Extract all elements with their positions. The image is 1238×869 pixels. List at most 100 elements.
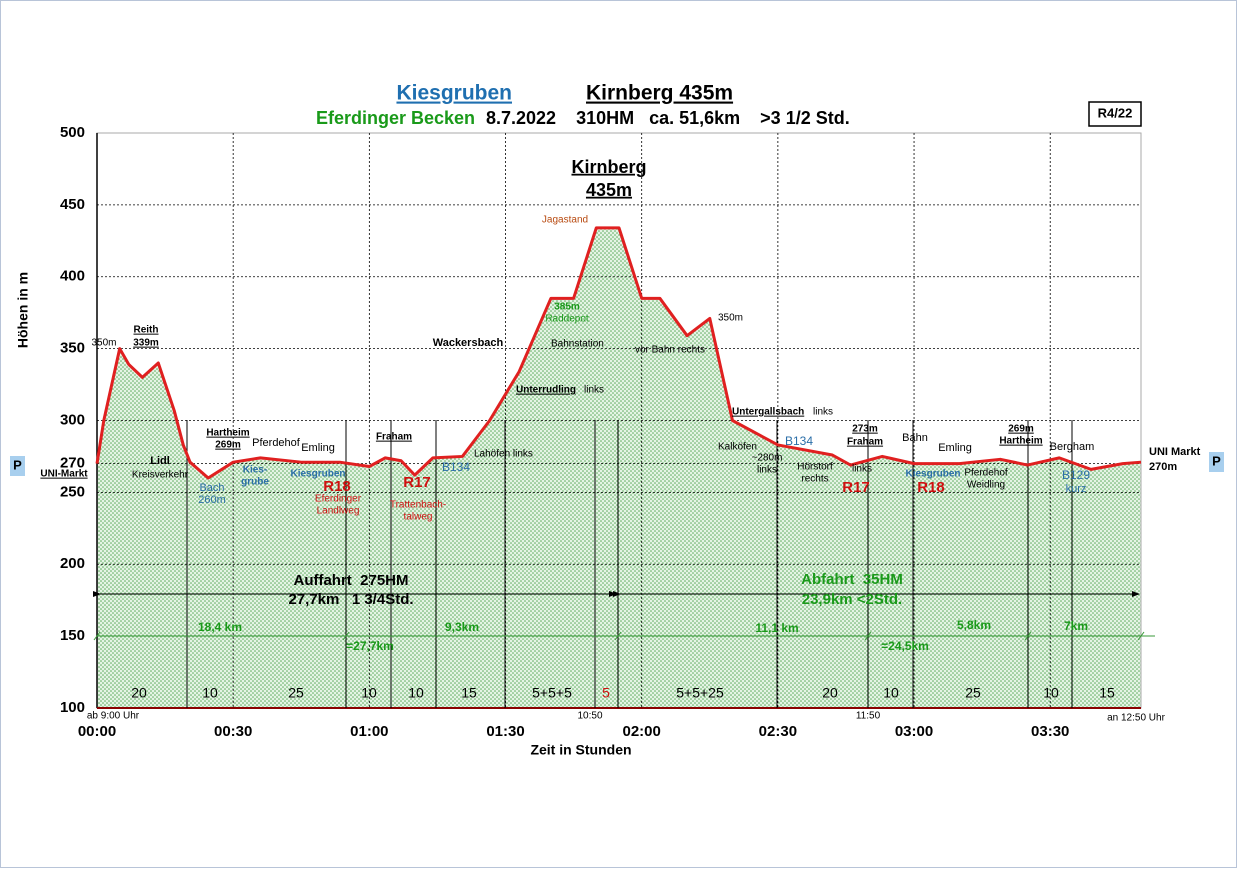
y-tick-label: 150 xyxy=(60,627,85,644)
annotation: links xyxy=(757,465,777,476)
line xyxy=(95,226,1142,480)
annotation: R17 xyxy=(403,474,431,491)
annotation: Fraham xyxy=(376,432,412,443)
annotation: R18 xyxy=(323,478,351,495)
y-axis-label: Höhen in m xyxy=(15,272,31,348)
annotation: 339m xyxy=(133,338,159,349)
distance-tick xyxy=(864,631,872,641)
annotation: links xyxy=(852,464,872,475)
annotation: Bahn xyxy=(902,432,928,444)
y-tick-label: 100 xyxy=(60,699,85,716)
annotation: grube xyxy=(241,477,269,488)
y-tick-label: 400 xyxy=(60,268,85,285)
segment-minutes: 10 xyxy=(361,685,377,701)
annotation: Weidling xyxy=(967,480,1005,491)
annotation: Untergallsbach xyxy=(732,407,804,418)
y-tick-label: 350 xyxy=(60,340,85,357)
segment-minutes: 5 xyxy=(602,685,610,701)
segment-minutes: 25 xyxy=(288,685,304,701)
x-tick-label: 00:00 xyxy=(78,723,116,740)
annotation: =24,5km xyxy=(881,639,929,653)
segment-minutes: 20 xyxy=(131,685,147,701)
segment-minutes: 10 xyxy=(883,685,899,701)
segment-minutes: 15 xyxy=(461,685,477,701)
annotation: Fraham xyxy=(847,437,883,448)
annotation: B134 xyxy=(785,434,813,448)
annotation: B134 xyxy=(442,460,470,474)
annotation: UNI Markt xyxy=(1149,446,1201,458)
y-tick-label: 200 xyxy=(60,555,85,572)
annotation: Emling xyxy=(301,442,335,454)
annotation: Kies- xyxy=(243,465,267,476)
y-tick-label: 450 xyxy=(60,196,85,213)
annotation: Kalköfen xyxy=(718,442,757,453)
segment-minutes: 5+5+25 xyxy=(676,685,724,701)
annotation: R17 xyxy=(842,479,870,496)
annotation: Landlweg xyxy=(317,506,360,517)
annotation: 5,8km xyxy=(957,618,991,632)
distance-tick xyxy=(342,631,350,641)
annotation: Kreisverkehr xyxy=(132,470,189,481)
annotation: 269m xyxy=(215,440,241,451)
annotation: Lidl xyxy=(150,455,170,467)
annotation: =27,7km xyxy=(346,639,394,653)
segment-minutes: 25 xyxy=(965,685,981,701)
annotation: 269m xyxy=(1008,424,1034,435)
annotation: 435m xyxy=(586,180,632,200)
annotation: Abfahrt 35HM xyxy=(801,571,903,588)
x-axis-label: Zeit in Stunden xyxy=(530,742,631,758)
annotation: 10:50 xyxy=(577,711,602,722)
annotation: Emling xyxy=(938,442,972,454)
subtitle-region: Eferdinger Becken xyxy=(316,108,475,128)
annotation: vor Bahn rechts xyxy=(635,345,705,356)
annotation: Unterrudling xyxy=(516,385,576,396)
annotation: Hörstorf xyxy=(797,462,833,473)
annotation: 18,4 km xyxy=(198,620,242,634)
annotation: 350m xyxy=(718,313,743,324)
annotation: 27,7km 1 3/4Std. xyxy=(288,591,413,608)
annotation: ~280m xyxy=(752,453,783,464)
annotation: 273m xyxy=(852,424,878,435)
y-tick-label: 250 xyxy=(60,483,85,500)
y-tick-label: 300 xyxy=(60,411,85,428)
annotation: Lahöfen links xyxy=(474,449,533,460)
segment-minutes: 10 xyxy=(1043,685,1059,701)
annotation: Hartheim xyxy=(206,428,249,439)
subtitle: 8.7.2022 310HM ca. 51,6km >3 1/2 Std. xyxy=(486,108,850,128)
annotation: 260m xyxy=(198,494,226,506)
segment-minutes: 20 xyxy=(822,685,838,701)
annotation: 23,9km <2Std. xyxy=(802,591,902,608)
annotation: B129 xyxy=(1062,468,1090,482)
annotation: Jagastand xyxy=(542,215,588,226)
annotation: Bahnstation xyxy=(551,339,604,350)
badge: R4/22 xyxy=(1098,105,1133,120)
x-tick-label: 03:30 xyxy=(1031,723,1069,740)
parking-sign xyxy=(1209,452,1224,472)
annotation: kurz xyxy=(1066,483,1087,495)
distance-tick xyxy=(1137,631,1145,641)
segment-minutes: 5+5+5 xyxy=(532,685,572,701)
annotation: Wackersbach xyxy=(433,337,504,349)
segment-minutes: 10 xyxy=(408,685,424,701)
distance-tick xyxy=(1024,631,1032,641)
annotation: Eferdinger xyxy=(315,494,362,505)
annotation: links xyxy=(813,407,833,418)
annotation: Kiesgruben xyxy=(905,469,960,480)
distance-tick xyxy=(93,631,101,641)
annotation: talweg xyxy=(404,512,433,523)
parking-label: P xyxy=(13,457,22,472)
annotation: 350m xyxy=(91,338,116,349)
x-tick-label: 01:30 xyxy=(486,723,524,740)
parking-sign xyxy=(10,456,25,476)
x-tick-label: 00:30 xyxy=(214,723,252,740)
title-prefix: Kiesgruben xyxy=(396,82,512,105)
annotation: 9,3km xyxy=(445,620,479,634)
annotation: Auffahrt 275HM xyxy=(293,572,408,589)
annotation: ab 9:00 Uhr xyxy=(87,711,140,722)
annotation: 11,1 km xyxy=(755,621,798,635)
title: Kirnberg 435m xyxy=(586,82,733,105)
annotation: Trattenbach- xyxy=(390,500,446,511)
annotation: Bergham xyxy=(1050,441,1095,453)
parking-label: P xyxy=(1212,453,1221,468)
